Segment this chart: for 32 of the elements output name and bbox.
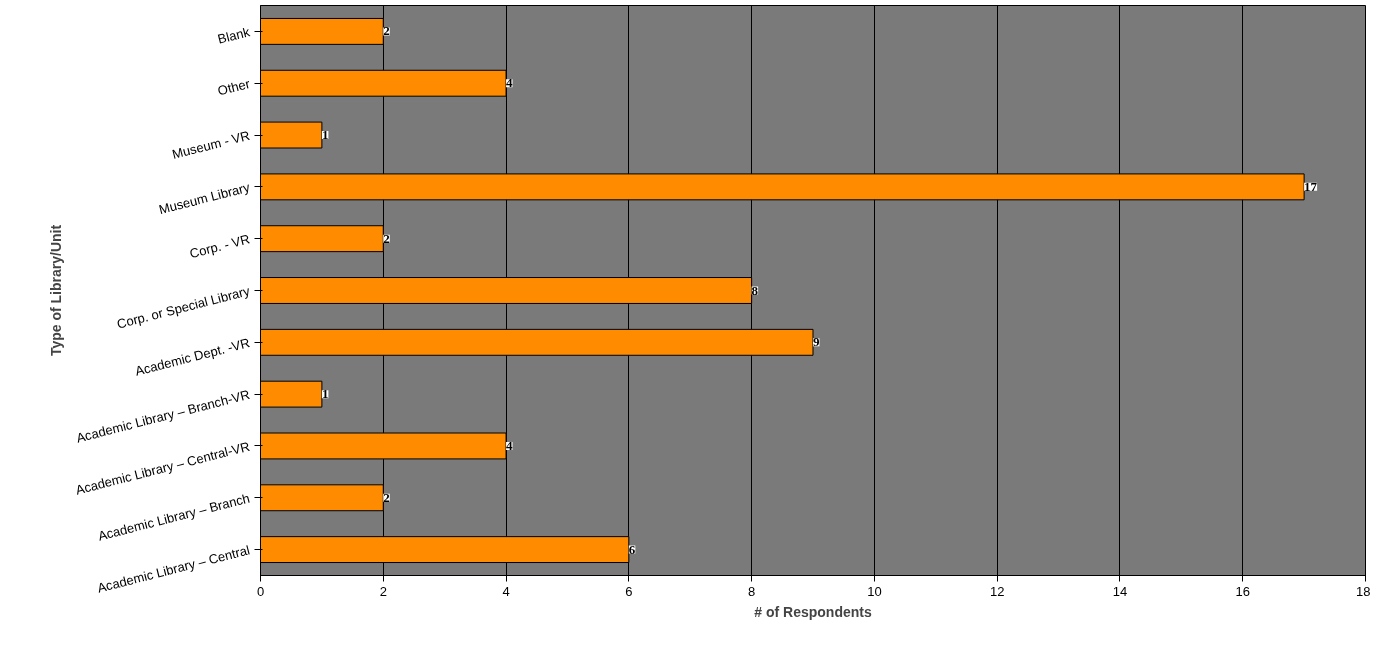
- y-tick-label: Museum Library: [157, 179, 252, 218]
- x-tick-label: 14: [1112, 583, 1128, 599]
- data-label: 17: [1304, 178, 1318, 194]
- data-label: 8: [751, 282, 759, 298]
- x-tick-label: 4: [502, 583, 510, 599]
- data-label: 6: [628, 541, 636, 557]
- y-tick-label: Museum - VR: [170, 127, 252, 162]
- x-tick-label: 6: [625, 583, 633, 599]
- x-tick-label: 12: [989, 583, 1005, 599]
- y-tick-label: Academic Library – Central: [95, 542, 252, 596]
- data-label: 1: [321, 386, 329, 402]
- y-tick-label: Corp. - VR: [188, 231, 252, 262]
- y-tick-label: Academic Dept. -VR: [133, 335, 252, 379]
- data-label: 1: [321, 127, 329, 143]
- x-tick-label: 0: [256, 583, 265, 599]
- data-label: 4: [506, 437, 514, 453]
- data-label: 2: [383, 230, 390, 246]
- y-tick-label: Academic Library – Branch: [96, 490, 252, 544]
- y-tick-label: Corp. or Special Library: [115, 283, 252, 332]
- x-tick-label: 16: [1235, 583, 1250, 599]
- y-tick-label: Blank: [216, 24, 252, 47]
- data-label: 9: [813, 334, 820, 350]
- data-label: 4: [506, 75, 514, 91]
- x-tick-label: 2: [379, 583, 387, 599]
- x-tick-label: 10: [867, 583, 882, 599]
- y-axis-title: Type of Library/Unit: [48, 224, 65, 357]
- x-axis-title: # of Respondents: [754, 603, 872, 620]
- y-tick-label: Other: [216, 75, 253, 99]
- data-label: 2: [383, 489, 390, 505]
- x-tick-label: 8: [748, 583, 756, 599]
- x-tick-label: 18: [1356, 583, 1371, 599]
- data-label: 2: [383, 23, 390, 39]
